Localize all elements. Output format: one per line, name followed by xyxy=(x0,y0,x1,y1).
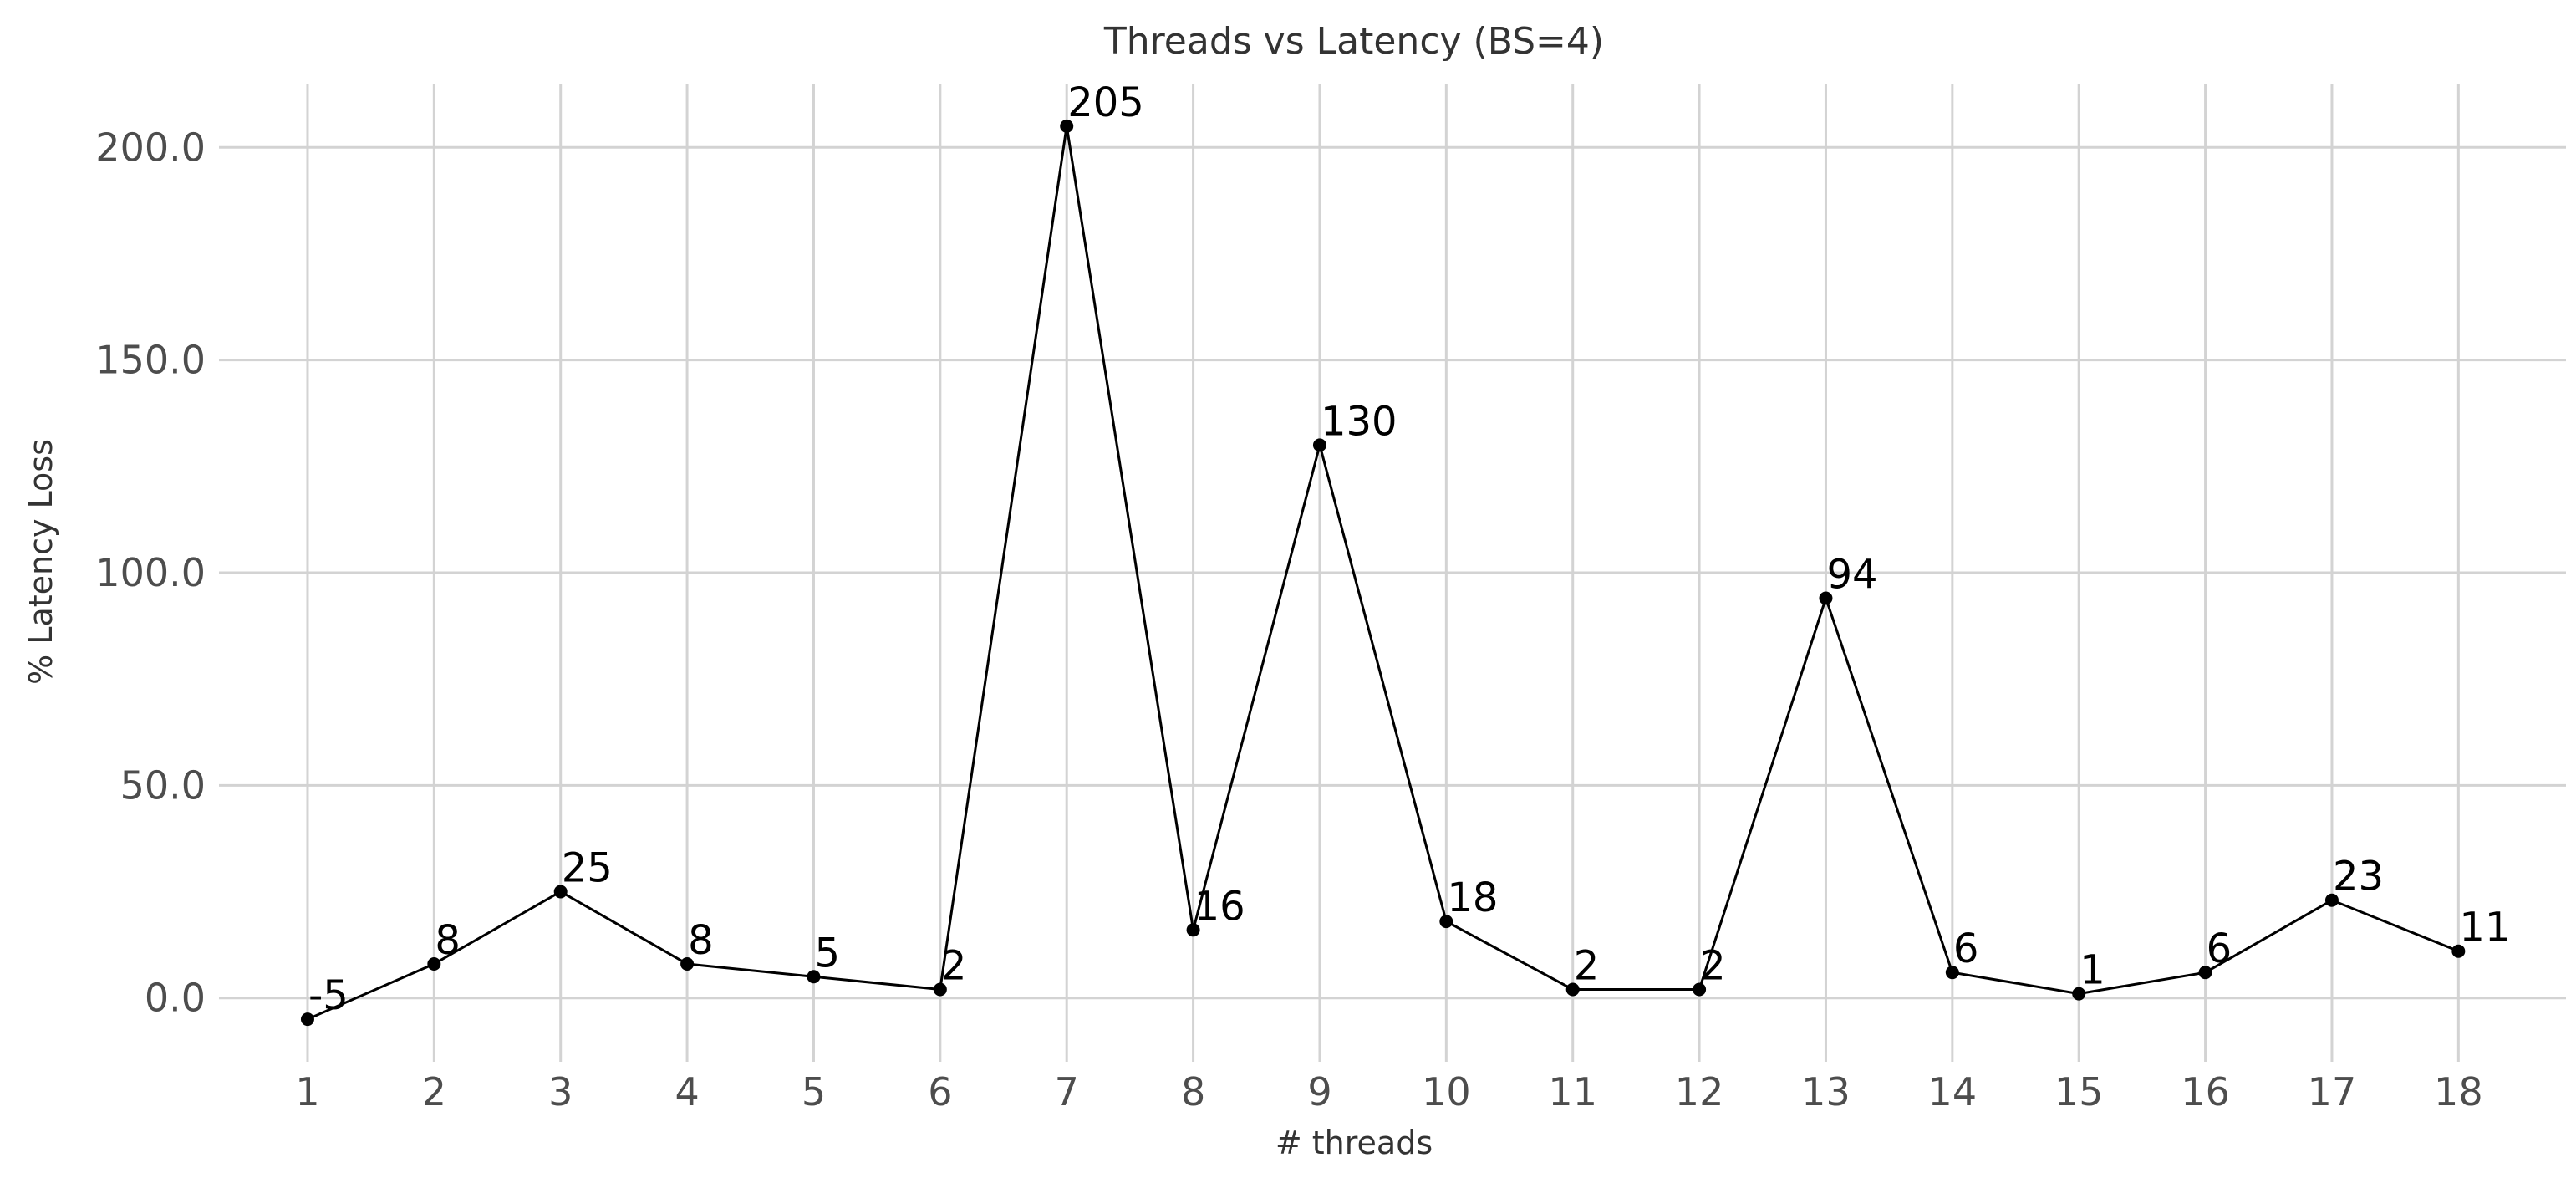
data-label: 8 xyxy=(688,917,714,964)
data-point xyxy=(680,957,695,971)
x-tick-label: 16 xyxy=(2181,1069,2230,1114)
data-point xyxy=(2451,944,2466,958)
data-points xyxy=(300,119,2466,1027)
y-axis-title: % Latency Loss xyxy=(23,439,59,685)
data-label: 2 xyxy=(941,943,967,990)
data-point xyxy=(2198,966,2212,980)
x-tick-label: 17 xyxy=(2308,1069,2357,1114)
y-tick-label: 200.0 xyxy=(95,125,206,170)
x-tick-label: 11 xyxy=(1548,1069,1597,1114)
data-label: 25 xyxy=(562,845,613,892)
data-point xyxy=(1693,982,1707,997)
data-label: -5 xyxy=(308,972,349,1019)
data-label: 5 xyxy=(814,930,840,976)
data-point xyxy=(1312,438,1326,452)
x-axis-title: # threads xyxy=(1275,1124,1433,1161)
data-point xyxy=(553,885,568,899)
x-tick-label: 3 xyxy=(548,1069,573,1114)
x-tick-label: 10 xyxy=(1422,1069,1471,1114)
data-point xyxy=(1819,591,1833,605)
data-label: 1 xyxy=(2080,947,2105,994)
data-label: 6 xyxy=(1953,925,1979,972)
data-label: 205 xyxy=(1067,79,1144,126)
data-point xyxy=(300,1012,314,1027)
data-point xyxy=(1565,982,1580,997)
x-tick-label: 18 xyxy=(2434,1069,2483,1114)
x-tick-label: 5 xyxy=(802,1069,826,1114)
series-line xyxy=(307,125,2459,1021)
data-point xyxy=(1945,966,1959,980)
data-label: 23 xyxy=(2333,854,2384,900)
data-point xyxy=(807,970,821,984)
x-tick-label: 9 xyxy=(1307,1069,1331,1114)
data-point xyxy=(2072,987,2086,1001)
data-point xyxy=(2324,893,2339,907)
data-label: 6 xyxy=(2207,925,2232,972)
x-axis-ticks: 1 2 3 4 5 6 7 8 9 10 11 12 13 14 15 16 17 18 xyxy=(295,1069,2482,1114)
data-label: 8 xyxy=(435,917,461,964)
data-label: 94 xyxy=(1826,552,1877,599)
x-tick-label: 15 xyxy=(2054,1069,2104,1114)
x-tick-label: 14 xyxy=(1928,1069,1978,1114)
x-tick-label: 4 xyxy=(675,1069,699,1114)
data-point xyxy=(1439,915,1453,929)
data-point xyxy=(1060,119,1074,133)
y-tick-label: 100.0 xyxy=(95,550,206,595)
y-tick-label: 150.0 xyxy=(95,338,206,383)
x-tick-label: 12 xyxy=(1675,1069,1724,1114)
x-tick-label: 13 xyxy=(1801,1069,1851,1114)
data-point xyxy=(427,957,441,971)
x-tick-label: 8 xyxy=(1181,1069,1205,1114)
y-gridlines xyxy=(219,145,2566,1000)
data-label: 11 xyxy=(2459,905,2510,951)
data-label: 130 xyxy=(1321,398,1397,445)
y-axis-ticks: 0.0 50.0 100.0 150.0 200.0 xyxy=(95,125,206,1020)
data-label: 16 xyxy=(1194,883,1245,930)
chart-title: Threads vs Latency (BS=4) xyxy=(1103,20,1604,63)
y-tick-label: 0.0 xyxy=(145,976,206,1021)
data-point xyxy=(933,982,947,997)
data-label: 2 xyxy=(1700,943,1726,990)
y-tick-label: 50.0 xyxy=(120,762,206,808)
x-tick-label: 6 xyxy=(928,1069,952,1114)
x-tick-label: 1 xyxy=(295,1069,319,1114)
data-label: 18 xyxy=(1447,875,1498,921)
data-label: 2 xyxy=(1574,943,1600,990)
x-tick-label: 7 xyxy=(1055,1069,1079,1114)
x-tick-label: 2 xyxy=(422,1069,446,1114)
data-point xyxy=(1186,923,1200,937)
